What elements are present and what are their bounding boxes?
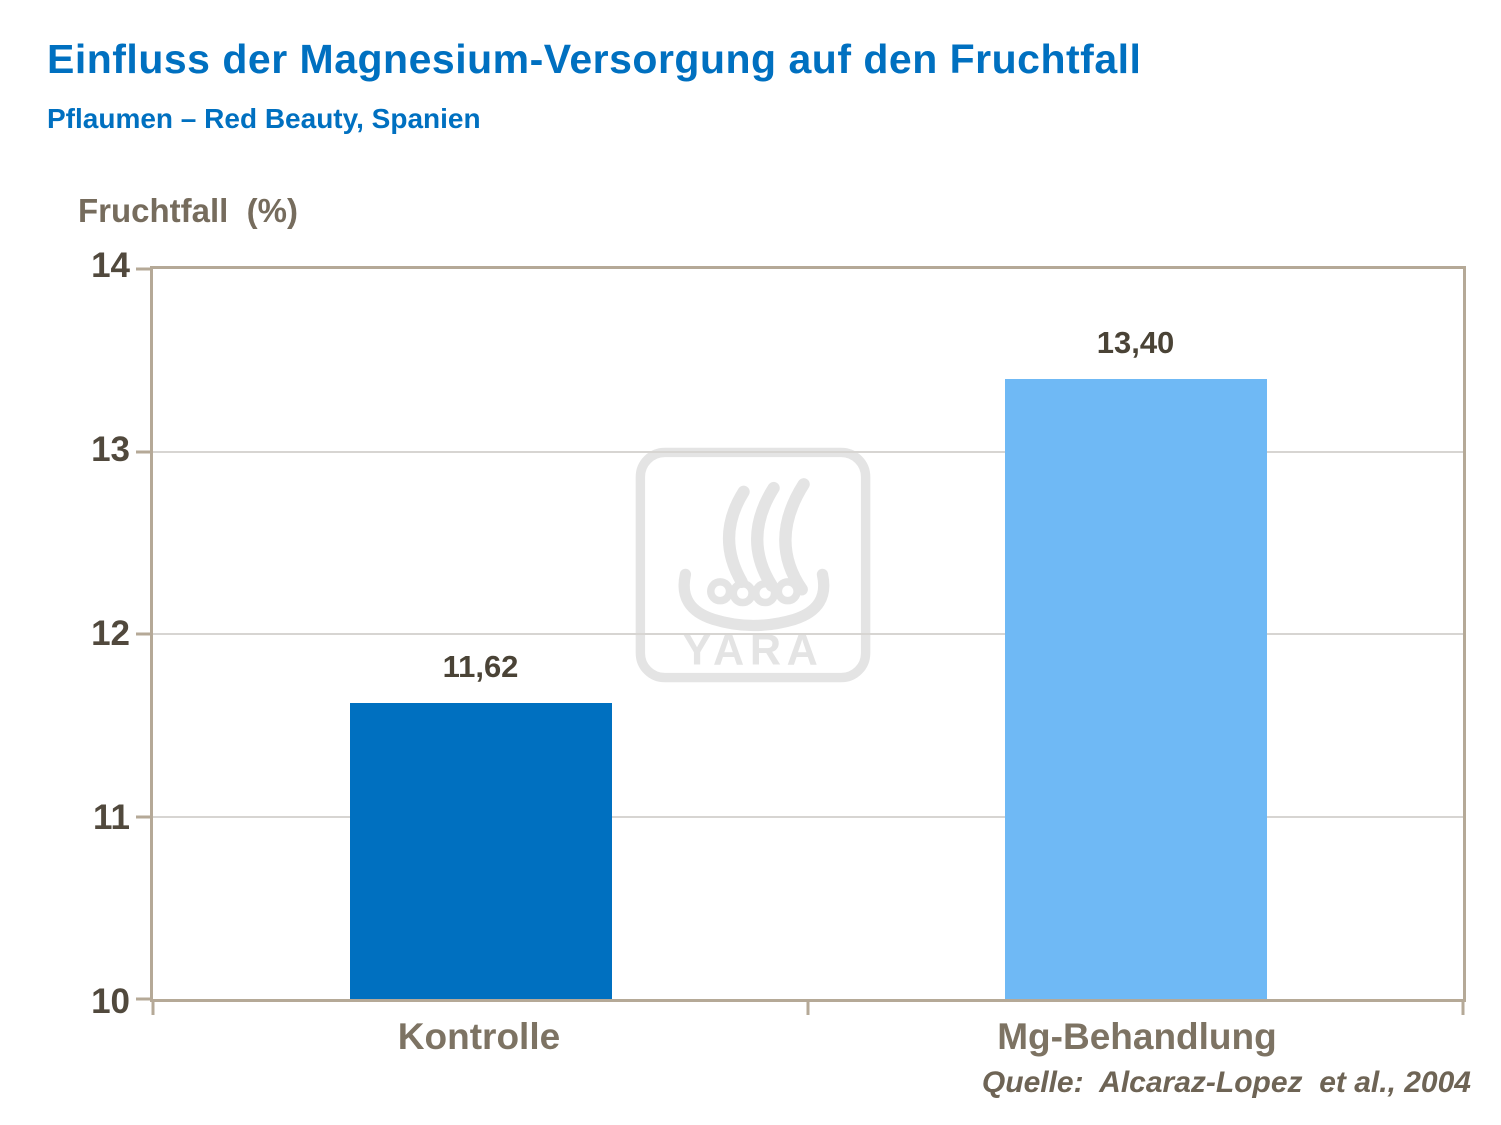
x-tick-mark-0 <box>151 1002 155 1015</box>
y-tick-label-12: 12 <box>91 614 130 653</box>
x-category-label-mg-behandlung: Mg-Behandlung <box>997 1016 1277 1057</box>
x-tick-mark-50 <box>806 1002 810 1015</box>
plot-area: YARA 11,62 13,40 <box>136 266 1466 1015</box>
gridline-13 <box>153 450 1463 453</box>
y-tick-label-11: 11 <box>93 798 130 837</box>
y-tick-label-10: 10 <box>91 982 130 1021</box>
bar-value-label-mg-behandlung: 13,40 <box>1096 324 1175 360</box>
source-citation: Quelle: Alcaraz-Lopez et al., 2004 <box>981 1066 1471 1099</box>
y-tick-label-13: 13 <box>91 430 130 469</box>
y-tick-label-14: 14 <box>91 246 130 285</box>
bar-mg-behandlung: 13,40 <box>1004 325 1267 999</box>
y-axis-title: Fruchtfall (%) <box>78 192 298 229</box>
y-axis-tick-labels: 10 11 12 13 14 <box>28 246 130 1021</box>
x-axis-category-labels: Kontrolle Mg-Behandlung <box>150 1016 1466 1066</box>
bar-kontrolle: 11,62 <box>349 649 612 999</box>
y-tick-mark-11 <box>136 815 150 818</box>
page-title: Einfluss der Magnesium-Versorgung auf de… <box>47 36 1142 82</box>
y-tick-mark-10 <box>136 997 150 1001</box>
y-tick-mark-12 <box>136 632 150 636</box>
page-subtitle: Pflaumen – Red Beauty, Spanien <box>47 103 481 134</box>
x-tick-mark-100 <box>1461 1002 1465 1015</box>
gridline-11 <box>153 815 1463 818</box>
gridline-12 <box>153 633 1463 635</box>
y-tick-mark-14 <box>136 267 150 271</box>
x-category-label-kontrolle: Kontrolle <box>397 1016 561 1057</box>
viking-ship-icon: YARA <box>635 447 871 683</box>
yara-logo-watermark: YARA <box>631 441 875 689</box>
bar-value-label-kontrolle: 11,62 <box>442 649 519 685</box>
y-tick-mark-13 <box>136 450 150 453</box>
